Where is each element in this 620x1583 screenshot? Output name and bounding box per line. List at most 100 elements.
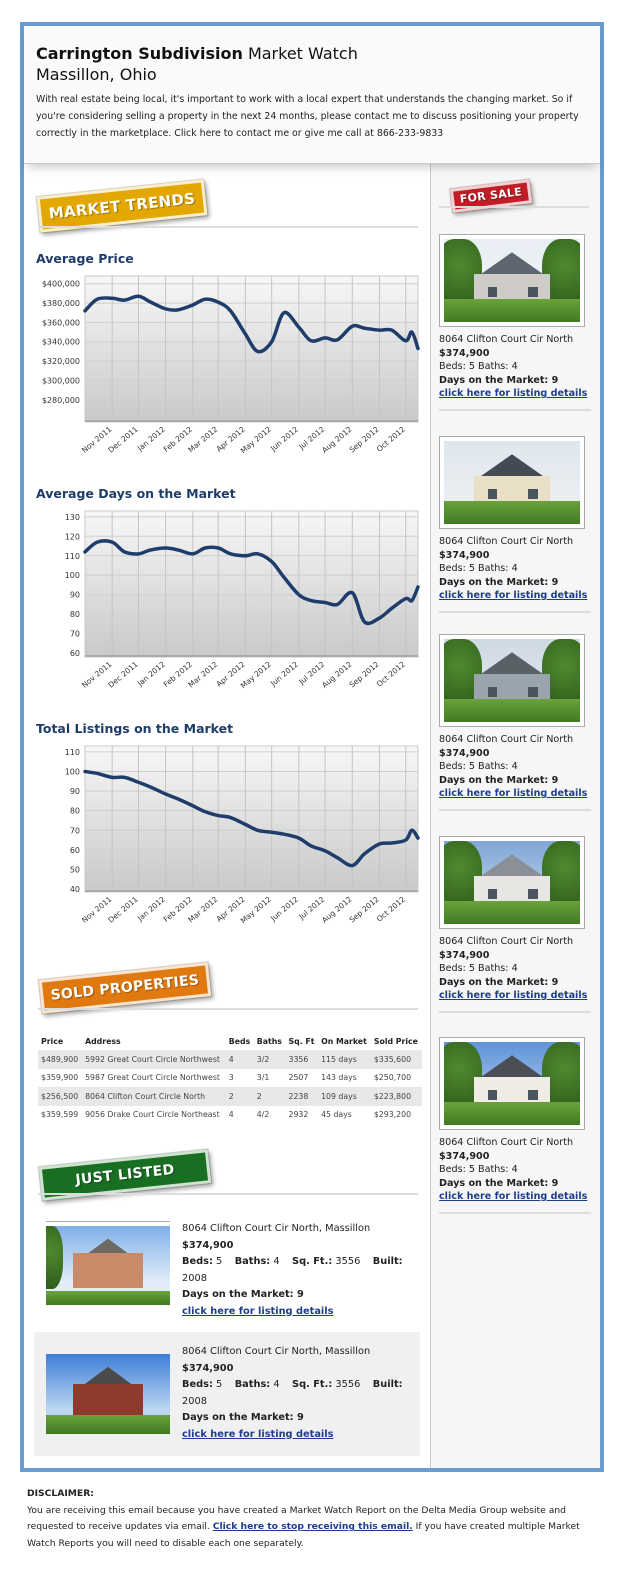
listing-details: 8064 Clifton Court Cir North $374,900 Be… <box>439 935 591 1003</box>
y-tick-label: $280,000 <box>42 396 80 405</box>
listing-photo[interactable] <box>439 634 585 727</box>
listing-details-link[interactable]: click here for listing details <box>182 1428 334 1440</box>
listing-address: 8064 Clifton Court Cir North <box>439 334 574 345</box>
x-tick-label: Oct 2012 <box>375 660 407 689</box>
cell-sqft: 2932 <box>288 1110 309 1120</box>
beds-label: Beds: <box>182 1256 213 1267</box>
lawn-shape <box>444 900 580 924</box>
lawn-shape <box>444 298 580 322</box>
just-listed-item: 8064 Clifton Court Cir North, Massillon … <box>34 1332 420 1456</box>
beds-label: Beds: <box>182 1379 213 1390</box>
listing-details: 8064 Clifton Court Cir North, Massillon … <box>182 1221 420 1320</box>
house-image <box>444 441 580 524</box>
cell-address: 5987 Great Court Circle Northwest <box>85 1073 220 1083</box>
y-tick-label: 120 <box>65 532 80 541</box>
col-baths: Baths <box>256 1036 282 1046</box>
listing-details: 8064 Clifton Court Cir North $374,900 Be… <box>439 733 591 801</box>
newsletter-frame: Carrington Subdivision Market Watch Mass… <box>20 22 604 1472</box>
listing-price: $374,900 <box>439 1150 490 1162</box>
col-address: Address <box>85 1036 121 1046</box>
listing-photo[interactable] <box>46 1221 170 1305</box>
for-sale-listing: 8064 Clifton Court Cir North $374,900 Be… <box>439 634 591 811</box>
built-value: 2008 <box>182 1272 207 1284</box>
table-header-row: Price Address Beds Baths Sq. Ft On Marke… <box>38 1032 422 1050</box>
window-shape <box>528 1090 538 1101</box>
listing-photo[interactable] <box>439 1037 585 1130</box>
beds-baths: Beds: 5 Baths: 4 <box>439 963 518 974</box>
listing-details-link[interactable]: click here for listing details <box>439 990 588 1001</box>
header: Carrington Subdivision Market Watch Mass… <box>24 26 600 164</box>
cell-beds: 2 <box>225 1087 254 1106</box>
disclaimer-heading: DISCLAIMER: <box>27 1488 94 1499</box>
for-sale-listing: 8064 Clifton Court Cir North $374,900 Be… <box>439 1037 591 1214</box>
baths-label: Baths: <box>234 1379 271 1390</box>
divider <box>439 206 589 208</box>
y-tick-label: 60 <box>70 846 80 855</box>
window-shape <box>528 287 538 298</box>
y-tick-label: $300,000 <box>42 376 80 385</box>
chart-title-total-listings: Total Listings on the Market <box>36 721 234 736</box>
disclaimer-text-after: If you have created multiple Market Watc… <box>27 1521 580 1549</box>
sold-properties-table: Price Address Beds Baths Sq. Ft On Marke… <box>38 1032 422 1124</box>
x-tick-label: Oct 2012 <box>375 425 407 454</box>
divider <box>38 1008 418 1010</box>
y-tick-label: 110 <box>65 748 80 757</box>
beds-baths: Beds: 5 Baths: 4 <box>439 1164 518 1175</box>
window-shape <box>487 687 498 698</box>
listing-details-link[interactable]: click here for listing details <box>182 1305 334 1317</box>
cell-address: 9056 Drake Court Circle Northeast <box>85 1110 220 1120</box>
listing-photo[interactable] <box>439 836 585 929</box>
lawn-shape <box>444 1101 580 1125</box>
table-row: $489,900 5992 Great Court Circle Northwes… <box>38 1050 422 1069</box>
house-image <box>46 1226 170 1305</box>
cell-address: 5992 Great Court Circle Northwest <box>82 1050 226 1069</box>
beds-baths: Beds: 5 Baths: 4 <box>439 563 518 574</box>
intro-text[interactable]: With real estate being local, it's impor… <box>36 94 579 139</box>
cell-sqft: 2507 <box>288 1073 309 1083</box>
x-tick-label: Dec 2011 <box>106 659 140 689</box>
beds-baths: Beds: 5 Baths: 4 <box>439 361 518 372</box>
cell-sold-price: $335,600 <box>370 1050 422 1069</box>
days-on-market: Days on the Market: 9 <box>439 374 559 386</box>
divider <box>439 1211 591 1214</box>
listing-details-link[interactable]: click here for listing details <box>439 788 588 799</box>
divider <box>439 1010 591 1013</box>
lawn-shape <box>444 698 580 722</box>
house-image <box>46 1354 170 1434</box>
listing-photo[interactable] <box>46 1350 170 1434</box>
house-image <box>444 1042 580 1125</box>
chart-title-average-days: Average Days on the Market <box>36 486 236 501</box>
plot-area <box>84 275 419 423</box>
table-row: $359,599 9056 Drake Court Circle Northeas… <box>38 1106 422 1125</box>
house-shape <box>73 1384 143 1417</box>
x-tick-label: Jun 2012 <box>268 424 300 453</box>
window-shape <box>528 889 538 900</box>
listing-details-link[interactable]: click here for listing details <box>439 590 588 601</box>
house-image <box>444 239 580 322</box>
col-on-market: On Market <box>321 1036 367 1046</box>
listing-price: $374,900 <box>439 949 490 961</box>
y-tick-label: 50 <box>70 865 80 874</box>
listing-photo[interactable] <box>439 234 585 327</box>
cell-on-market: 109 days <box>318 1087 371 1106</box>
listing-photo[interactable] <box>439 436 585 529</box>
x-tick-label: Dec 2011 <box>106 424 140 454</box>
x-tick-label: Jun 2012 <box>268 659 300 688</box>
listing-address: 8064 Clifton Court Cir North, Massillon <box>182 1346 371 1357</box>
listing-details: 8064 Clifton Court Cir North, Massillon … <box>182 1344 420 1443</box>
cell-price: $256,500 <box>38 1087 83 1106</box>
listing-details-link[interactable]: click here for listing details <box>439 1191 588 1202</box>
y-tick-label: 60 <box>70 649 80 658</box>
listing-details-link[interactable]: click here for listing details <box>439 388 588 399</box>
cell-baths: 4/2 <box>256 1110 270 1120</box>
built-label: Built: <box>372 1379 403 1390</box>
table-row: $256,500 8064 Clifton Court Circle North 2… <box>38 1087 422 1106</box>
listing-price: $374,900 <box>439 549 490 561</box>
beds-value: 5 <box>216 1256 223 1267</box>
unsubscribe-link[interactable]: Click here to stop receiving this email. <box>212 1521 413 1532</box>
cell-beds: 3 <box>228 1073 234 1083</box>
cell-on-market: 115 days <box>318 1050 371 1069</box>
cell-sqft: 2238 <box>285 1087 319 1106</box>
y-tick-label: $340,000 <box>42 338 80 347</box>
average-price-chart: $280,000 $300,000 $320,000 $340,000 $360,000… <box>42 275 420 455</box>
